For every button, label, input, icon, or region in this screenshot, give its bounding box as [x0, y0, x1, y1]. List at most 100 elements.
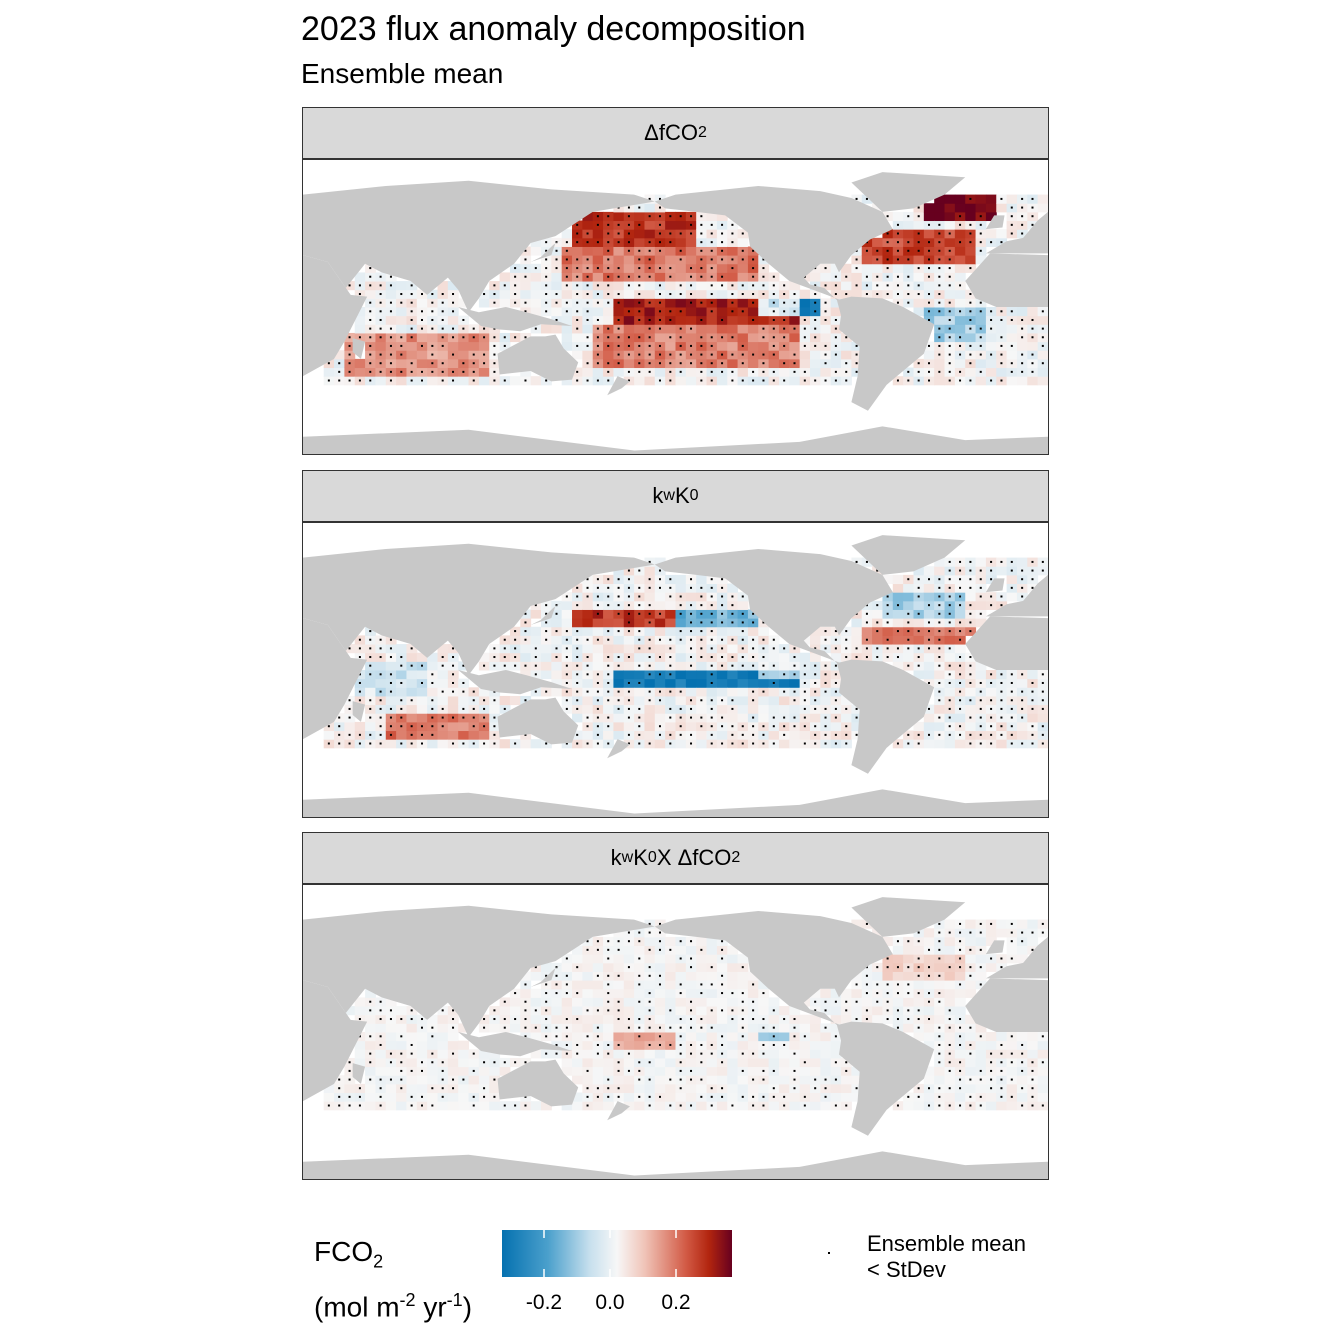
grid-cell: [644, 1032, 656, 1042]
stipple-dot: [731, 664, 734, 667]
grid-cell: [716, 670, 728, 680]
stipple-dot: [410, 664, 413, 667]
stipple-dot: [669, 1043, 672, 1046]
grid-cell: [696, 1101, 708, 1111]
grid-cell: [592, 980, 604, 990]
grid-cell: [592, 1057, 604, 1068]
grid-cell: [861, 997, 873, 1007]
stipple-dot: [803, 681, 806, 684]
stipple-dot: [731, 353, 734, 356]
stipple-dot: [607, 983, 610, 986]
grid-cell: [665, 341, 676, 351]
stipple-dot: [555, 647, 558, 650]
stipple-dot: [917, 215, 920, 218]
stipple-dot: [638, 681, 641, 684]
stipple-dot: [762, 725, 765, 728]
stipple-dot: [648, 974, 651, 977]
stipple-dot: [752, 284, 755, 287]
stipple-dot: [979, 310, 982, 313]
stipple-dot: [679, 725, 682, 728]
stipple-dot: [648, 578, 651, 581]
grid-cell: [530, 1049, 542, 1059]
grid-cell: [903, 971, 914, 981]
stipple-dot: [1041, 344, 1044, 347]
grid-cell: [944, 954, 956, 964]
stipple-dot: [896, 1009, 899, 1012]
stipple-dot: [452, 673, 455, 676]
stipple-dot: [855, 1018, 858, 1021]
grid-cell: [685, 670, 697, 680]
grid-cell: [603, 1023, 614, 1033]
grid-cell: [603, 1014, 614, 1024]
stipple-dot: [358, 656, 361, 659]
stipple-dot: [441, 725, 444, 728]
stipple-dot: [617, 223, 620, 226]
grid-cell: [406, 1057, 418, 1068]
stipple-dot: [369, 630, 372, 633]
stipple-dot: [586, 301, 589, 304]
stipple-dot: [917, 232, 920, 235]
stipple-dot: [1000, 241, 1003, 244]
stipple-dot: [638, 206, 641, 209]
stipple-dot: [369, 1052, 372, 1055]
stipple-dot: [576, 664, 579, 667]
stipple-dot: [1010, 344, 1013, 347]
stipple-dot: [400, 681, 403, 684]
stipple-dot: [710, 647, 713, 650]
grid-cell: [841, 988, 852, 998]
grid-cell: [478, 367, 490, 377]
stipple-dot: [607, 690, 610, 693]
grid-cell: [747, 332, 759, 343]
stipple-dot: [959, 604, 962, 607]
stipple-dot: [669, 647, 672, 650]
stipple-dot: [803, 327, 806, 330]
stipple-dot: [731, 699, 734, 702]
land-samerica: [836, 659, 935, 774]
stipple-dot: [627, 612, 630, 615]
grid-cell: [913, 997, 925, 1007]
stipple-dot: [648, 353, 651, 356]
stipple-dot: [400, 716, 403, 719]
grid-cell: [810, 1066, 821, 1076]
grid-cell: [768, 695, 780, 706]
stipple-dot: [948, 681, 951, 684]
stipple-dot: [493, 1009, 496, 1012]
grid-cell: [737, 713, 749, 723]
stipple-dot: [348, 336, 351, 339]
stipple-dot: [752, 742, 755, 745]
stipple-dot: [990, 560, 993, 563]
stipple-dot: [389, 733, 392, 736]
grid-cell: [592, 1075, 604, 1085]
stipple-dot: [1021, 940, 1024, 943]
grid-cell: [572, 945, 583, 955]
grid-cell: [613, 307, 625, 317]
grid-cell: [944, 635, 956, 645]
stipple-dot: [596, 1026, 599, 1029]
grid-cell: [675, 1006, 687, 1016]
stipple-dot: [503, 656, 506, 659]
stipple-dot: [420, 742, 423, 745]
stipple-dot: [824, 318, 827, 321]
grid-cell: [458, 1083, 470, 1094]
stipple-dot: [586, 1009, 589, 1012]
stipple-dot: [586, 267, 589, 270]
stipple-dot: [596, 578, 599, 581]
stipple-dot: [969, 974, 972, 977]
stipple-dot: [358, 1035, 361, 1038]
grid-cell: [540, 661, 552, 671]
stipple-dot: [379, 638, 382, 641]
stipple-dot: [1010, 318, 1013, 321]
stipple-dot: [762, 733, 765, 736]
stipple-dot: [928, 974, 931, 977]
grid-cell: [540, 670, 552, 680]
stipple-dot: [896, 1026, 899, 1029]
grid-cell: [841, 263, 852, 273]
stipple-dot: [503, 284, 506, 287]
stipple-dot: [638, 267, 641, 270]
stipple-dot: [658, 197, 661, 200]
stipple-dot: [669, 379, 672, 382]
grid-cell: [603, 307, 614, 317]
stipple-dot: [586, 379, 589, 382]
grid-cell: [944, 194, 956, 204]
stipple-dot: [596, 586, 599, 589]
